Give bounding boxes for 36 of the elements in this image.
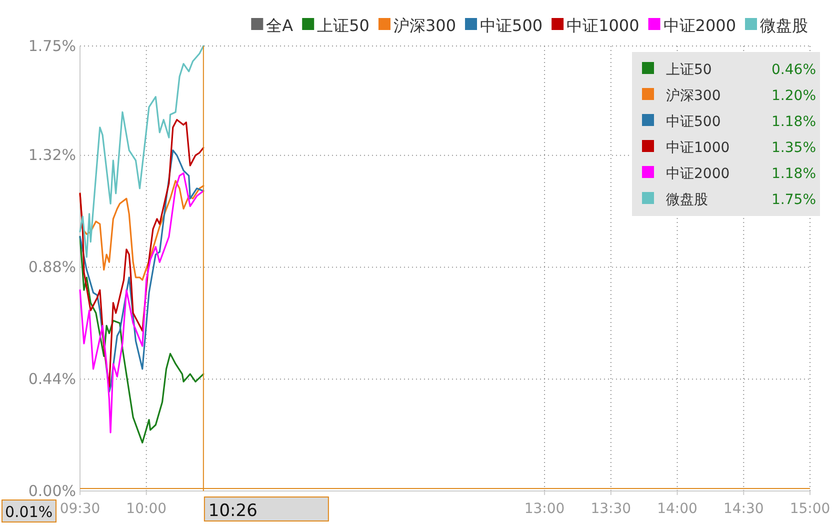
ref-line-label: 10:26 <box>208 501 258 521</box>
x-tick-label: 13:00 <box>524 501 565 517</box>
legend-label: 上证50 <box>317 16 370 35</box>
line-series <box>79 236 204 444</box>
x-tick-label: 10:00 <box>126 501 167 517</box>
y-tick-label: 0.44% <box>28 370 76 388</box>
y-tick-label: 1.32% <box>28 146 76 164</box>
x-tick-label: 13:30 <box>590 501 632 517</box>
annotation: 1.18% <box>772 166 816 182</box>
text: 微盘股 <box>760 16 808 35</box>
legend-label: 全A <box>266 16 294 35</box>
annotation: 1.18% <box>772 114 816 130</box>
text: 中证500 <box>666 114 721 130</box>
text: 中证2000 <box>663 16 736 35</box>
annotation: 0.46% <box>772 62 816 78</box>
legend-label: 中证2000 <box>666 166 730 182</box>
annotation: 1.35% <box>772 140 816 156</box>
x-tick-label: 09:30 <box>60 501 100 517</box>
legend-label: 中证500 <box>480 16 543 35</box>
x-tick-label: 15:00 <box>790 501 830 517</box>
text: 中证1000 <box>666 140 730 156</box>
legend-label: 中证1000 <box>566 16 640 35</box>
x-tick-label: 14:30 <box>723 501 764 517</box>
annotation: 1.75% <box>772 192 816 208</box>
line-series <box>79 172 204 434</box>
x-tick-label: 14:00 <box>657 501 698 517</box>
line-series <box>79 45 204 258</box>
text: 沪深300 <box>666 88 721 104</box>
legend-label: 沪深300 <box>393 16 456 35</box>
y-tick-label: 0.00% <box>28 482 76 500</box>
annotation: 1.20% <box>772 88 816 104</box>
y-tick-label: 1.75% <box>28 36 76 55</box>
text: 上证50 <box>666 62 712 78</box>
legend-label: 微盘股 <box>666 192 708 208</box>
ref-line-label: 0.01% <box>5 503 53 521</box>
y-tick-label: 0.88% <box>28 258 76 276</box>
